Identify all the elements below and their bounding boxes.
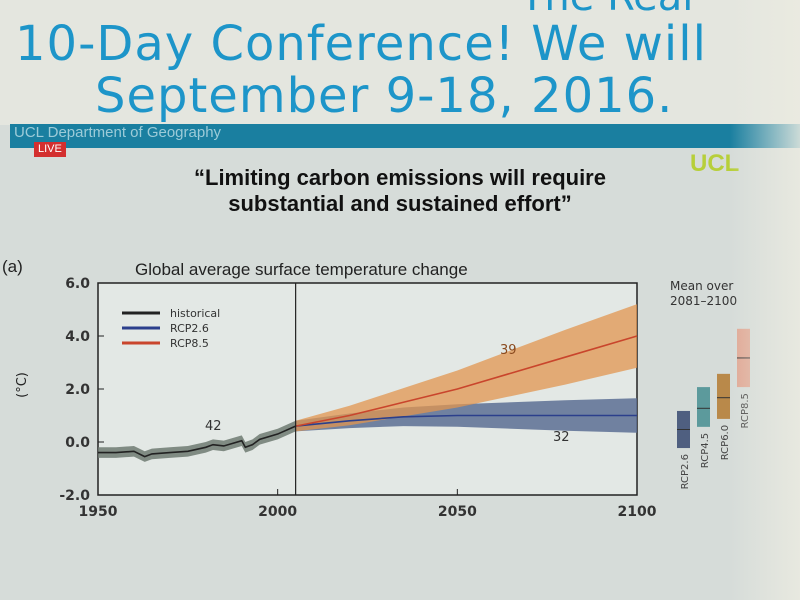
- quote-line-1: “Limiting carbon emissions will require: [194, 165, 606, 190]
- live-badge: LIVE: [34, 142, 66, 157]
- x-tick-label: 2000: [258, 504, 297, 520]
- slide-quote: “Limiting carbon emissions will require …: [100, 165, 700, 217]
- headline-line-2: September 9-18, 2016.: [95, 68, 674, 124]
- quote-line-2: substantial and sustained effort”: [228, 191, 572, 216]
- headline-area: The Real 10-Day Conference! We will Sept…: [0, 0, 800, 125]
- mean-bar-label: RCP8.5: [740, 393, 751, 428]
- department-label: UCL Department of Geography: [14, 124, 222, 141]
- mean-bar-rcp60: [717, 373, 730, 419]
- headline-line-1: 10-Day Conference! We will: [15, 16, 707, 72]
- plot-area: [97, 282, 638, 496]
- band-rcp85: [295, 304, 637, 432]
- model-count-label: 42: [205, 419, 222, 434]
- panel-label: (a): [2, 257, 23, 276]
- line-rcp26: [295, 414, 637, 427]
- mean-bar-label: RCP2.6: [680, 454, 691, 489]
- mean-bar-label: RCP4.5: [700, 433, 711, 468]
- x-tick-label: 2100: [618, 504, 657, 520]
- legend-label: RCP8.5: [170, 337, 209, 350]
- x-tick-label: 2050: [438, 504, 477, 520]
- band-historical: [98, 420, 296, 462]
- model-count-label: 32: [553, 430, 570, 445]
- line-rcp85: [295, 335, 638, 427]
- slide-banner: [10, 124, 800, 148]
- mean-title-line-1: Mean over: [670, 279, 733, 293]
- y-tick-label: 2.0: [65, 382, 90, 398]
- mean-bar-label: RCP6.0: [720, 425, 731, 460]
- legend-label: historical: [170, 307, 220, 320]
- y-tick-label: 0.0: [65, 435, 90, 451]
- line-historical: [98, 425, 296, 458]
- legend-label: RCP2.6: [170, 322, 209, 335]
- x-tick-label: 1950: [79, 504, 118, 520]
- y-axis-label: (°C): [15, 372, 30, 398]
- mean-bar-rcp45: [697, 387, 710, 427]
- mean-title-line-2: 2081–2100: [670, 294, 737, 308]
- y-tick-label: 6.0: [65, 276, 90, 292]
- chart-title: Global average surface temperature chang…: [135, 260, 468, 279]
- headline-line-0: The Real: [520, 0, 693, 18]
- y-tick-label: -2.0: [59, 488, 90, 504]
- y-tick-label: 4.0: [65, 329, 90, 345]
- model-count-label: 39: [500, 343, 517, 358]
